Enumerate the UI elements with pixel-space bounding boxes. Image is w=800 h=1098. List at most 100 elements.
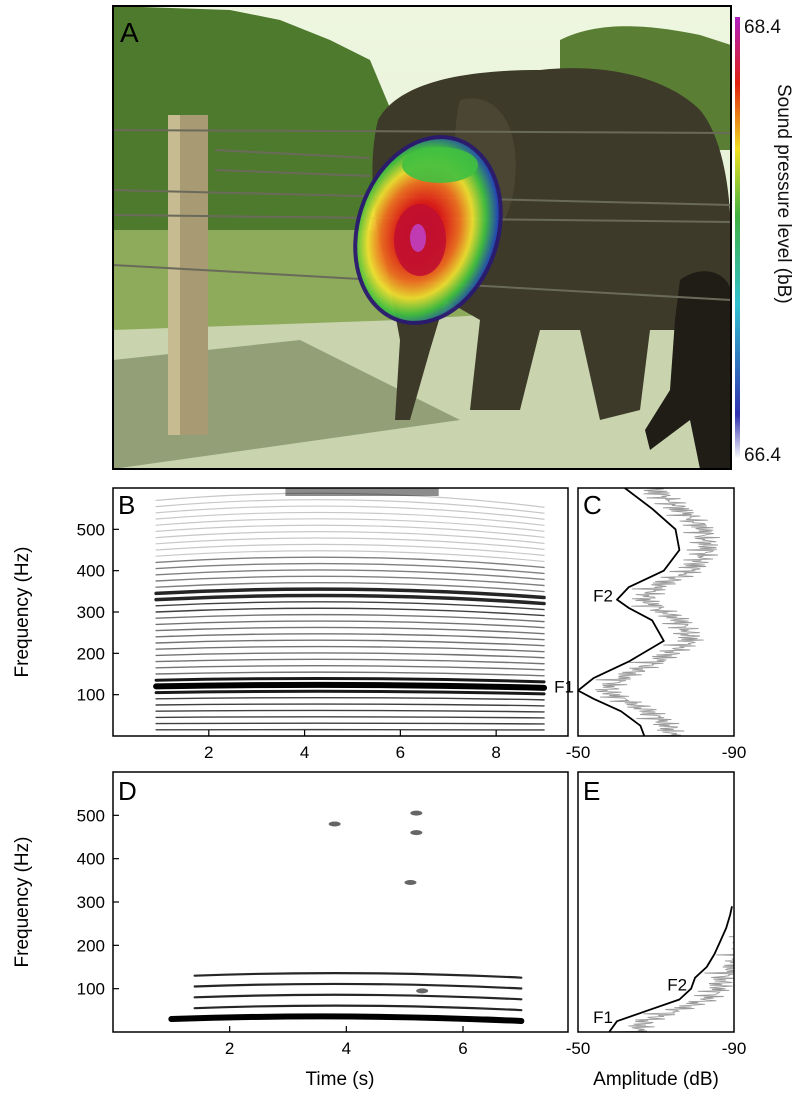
- x-tick-label: -50: [566, 1039, 591, 1058]
- harmonic-band: [155, 537, 545, 550]
- panel-b-harmonics: [153, 488, 548, 731]
- panel-c-frame: [577, 487, 735, 737]
- x-tick-label: -90: [722, 743, 747, 762]
- panel-e-spectrum: F1 F2 -50 -90: [566, 771, 747, 1058]
- panel-d-spectrogram: 100 200 300 400 500 2 4 6: [77, 771, 569, 1058]
- harmonic-band: [193, 993, 523, 1001]
- x-tick-label: 2: [225, 1039, 234, 1058]
- y-tick-label: 500: [77, 806, 105, 825]
- harmonic-band: [155, 716, 545, 719]
- harmonic-band: [168, 1013, 525, 1024]
- formant-label: F2: [593, 587, 613, 606]
- harmonic-band: [155, 722, 545, 725]
- panel-b-spectrogram: 100 200 300 400 500 2 4 6 8: [77, 487, 569, 762]
- harmonic-band: [155, 703, 545, 707]
- harmonic-band: [155, 511, 545, 526]
- harmonic-band: [155, 499, 545, 514]
- harmonic-band: [153, 681, 548, 691]
- panel-c-label: C: [583, 490, 602, 520]
- harmonic-band: [155, 658, 545, 665]
- x-tick-label: 4: [300, 743, 309, 762]
- harmonic-band: [155, 492, 545, 508]
- harmonic-band: [154, 593, 546, 606]
- x-tick-label: -50: [566, 743, 591, 762]
- spectral-spot: [404, 880, 417, 885]
- colorbar-title: Sound pressure level (bB): [773, 84, 794, 304]
- harmonic-band: [155, 639, 545, 647]
- harmonic-band: [154, 587, 546, 600]
- harmonic-band: [193, 982, 523, 990]
- harmonic-band: [155, 696, 545, 701]
- y-tick-label: 500: [77, 520, 105, 539]
- panel-a-label: A: [120, 17, 139, 48]
- harmonic-band: [155, 562, 545, 575]
- harmonic-band: [155, 543, 545, 556]
- y-tick-label: 100: [77, 686, 105, 705]
- spectral-spot: [410, 810, 423, 816]
- x-tick-label: 6: [458, 1039, 467, 1058]
- panel-b-ylabel: Frequency (Hz): [12, 547, 33, 678]
- time-xlabel: Time (s): [306, 1069, 375, 1090]
- harmonic-band: [155, 524, 545, 538]
- spectrum-trace: [595, 488, 720, 736]
- harmonic-band: [155, 505, 545, 520]
- harmonic-band: [155, 665, 545, 671]
- y-tick-label: 200: [77, 936, 105, 955]
- panel-c-traces: [578, 488, 720, 736]
- amplitude-xlabel: Amplitude (dB): [593, 1069, 719, 1090]
- sound-source-overlay: [353, 135, 503, 325]
- harmonic-band: [155, 652, 545, 659]
- panel-a-frame: [112, 5, 732, 470]
- harmonic-band: [193, 1004, 523, 1012]
- formant-label: F1: [593, 1008, 613, 1027]
- harmonic-band: [155, 626, 545, 635]
- spectrum-trace: [609, 936, 734, 1032]
- harmonic-band: [193, 971, 523, 979]
- harmonic-band: [155, 569, 545, 581]
- x-tick-label: 6: [396, 743, 405, 762]
- harmonic-band: [155, 645, 545, 653]
- harmonic-band: [154, 689, 546, 696]
- harmonic-band: [155, 556, 545, 569]
- panel-d-harmonics: [168, 810, 525, 1024]
- colorbar-gradient: [735, 17, 740, 459]
- harmonic-band: [154, 677, 546, 684]
- y-tick-label: 400: [77, 562, 105, 581]
- photo-person: [645, 271, 731, 469]
- panel-a-photo: [112, 5, 732, 470]
- y-tick-label: 300: [77, 893, 105, 912]
- spectral-spot: [328, 821, 341, 827]
- panel-d-ylabel: Frequency (Hz): [12, 837, 33, 968]
- harmonic-band: [155, 531, 545, 544]
- harmonic-band: [155, 601, 545, 611]
- x-tick-label: -90: [722, 1039, 747, 1058]
- panel-d-label: D: [118, 776, 137, 806]
- formant-label: F1: [554, 678, 574, 697]
- spectral-spot: [410, 830, 423, 836]
- y-tick-label: 200: [77, 644, 105, 663]
- formant-label: F2: [667, 976, 687, 995]
- harmonic-band: [155, 607, 545, 617]
- spectral-envelope: [578, 488, 681, 736]
- spectral-envelope: [608, 906, 733, 1032]
- colorbar-min-label: 66.4: [744, 445, 781, 466]
- harmonic-band: [155, 709, 545, 713]
- x-tick-label: 8: [491, 743, 500, 762]
- colorbar: 68.4 66.4 Sound pressure level (bB): [735, 17, 794, 466]
- panel-e-traces: [608, 906, 734, 1032]
- harmonic-band: [155, 575, 545, 587]
- y-tick-label: 300: [77, 603, 105, 622]
- y-tick-label: 100: [77, 980, 105, 999]
- colorbar-max-label: 68.4: [744, 17, 781, 38]
- y-tick-label: 400: [77, 850, 105, 869]
- harmonic-band: [155, 620, 545, 629]
- high-band: [285, 488, 439, 496]
- spectral-spot: [416, 988, 429, 994]
- harmonic-band: [155, 550, 545, 563]
- harmonic-band: [155, 633, 545, 641]
- panel-e-frame: [577, 771, 735, 1033]
- harmonic-band: [155, 518, 545, 532]
- harmonic-band: [155, 582, 545, 593]
- x-tick-label: 2: [204, 743, 213, 762]
